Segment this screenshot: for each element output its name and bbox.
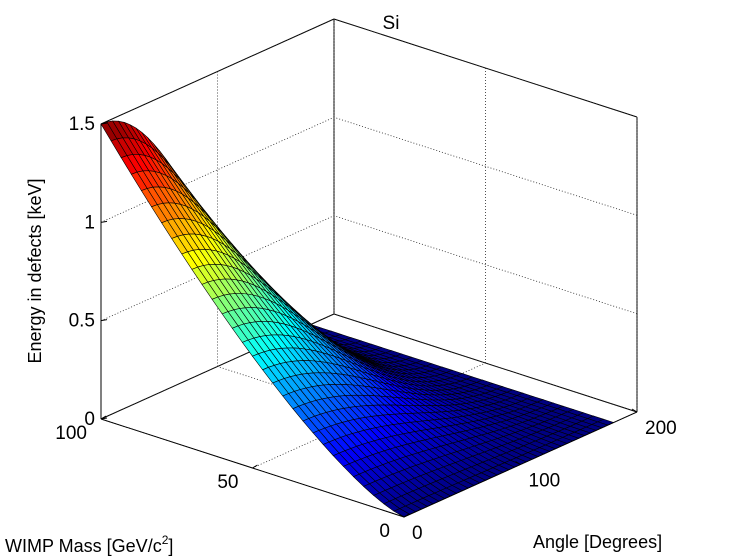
x-tick-mark [631, 408, 638, 413]
z-tick-label: 0 [84, 409, 95, 430]
y-axis-label: WIMP Mass [GeV/c2] [5, 533, 173, 556]
z-tick-mark [100, 319, 108, 322]
x-tick-label: 200 [645, 418, 677, 439]
x-tick-label: 100 [529, 471, 561, 492]
z-tick-labels: 0 0.5 1 1.5 [69, 114, 95, 430]
z-gridline [100, 215, 638, 322]
y-tick-label: 0 [379, 521, 390, 542]
y-tick-label: 50 [217, 472, 238, 493]
y-tick-mark [252, 464, 258, 469]
z-tick-mark [100, 220, 108, 223]
y-axis-label-base: WIMP Mass [GeV/c [5, 536, 162, 556]
z-gridline [100, 116, 638, 223]
y-gridline-floor [252, 362, 486, 469]
surface-mesh [100, 120, 615, 518]
chart-title: Si [383, 13, 400, 34]
front-axes [100, 122, 638, 518]
x-tick-mark [515, 461, 521, 465]
y-tick-mark [403, 513, 410, 518]
y-tick-labels: 0 50 100 [55, 423, 390, 542]
y-axis-label-superscript: 2 [162, 533, 169, 547]
y-tick-label: 100 [55, 423, 87, 444]
y-tick-mark [100, 415, 107, 420]
x-tick-labels: 0 100 200 [412, 418, 677, 544]
z-tick-label: 1 [84, 212, 95, 233]
z-tick-label: 1.5 [69, 114, 95, 135]
y-axis-label-close: ] [168, 536, 173, 556]
z-tick-mark [100, 122, 108, 125]
z-axis-label: Energy in defects [keV] [25, 178, 45, 363]
x-tick-label: 0 [412, 523, 423, 544]
z-tick-label: 0.5 [69, 311, 95, 332]
y-gridline-floor [100, 313, 335, 420]
x-axis-label: Angle [Degrees] [533, 532, 662, 552]
x-tick-mark [398, 513, 405, 518]
